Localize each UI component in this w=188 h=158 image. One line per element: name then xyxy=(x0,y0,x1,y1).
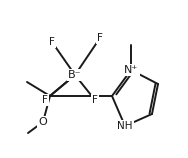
Text: B⁻: B⁻ xyxy=(68,70,82,80)
Text: F: F xyxy=(97,33,103,43)
Text: F: F xyxy=(92,95,98,105)
Text: F: F xyxy=(42,95,48,105)
Text: O: O xyxy=(39,117,47,127)
Text: N⁺: N⁺ xyxy=(124,65,138,75)
Text: NH: NH xyxy=(117,121,133,131)
Text: F: F xyxy=(49,37,55,47)
